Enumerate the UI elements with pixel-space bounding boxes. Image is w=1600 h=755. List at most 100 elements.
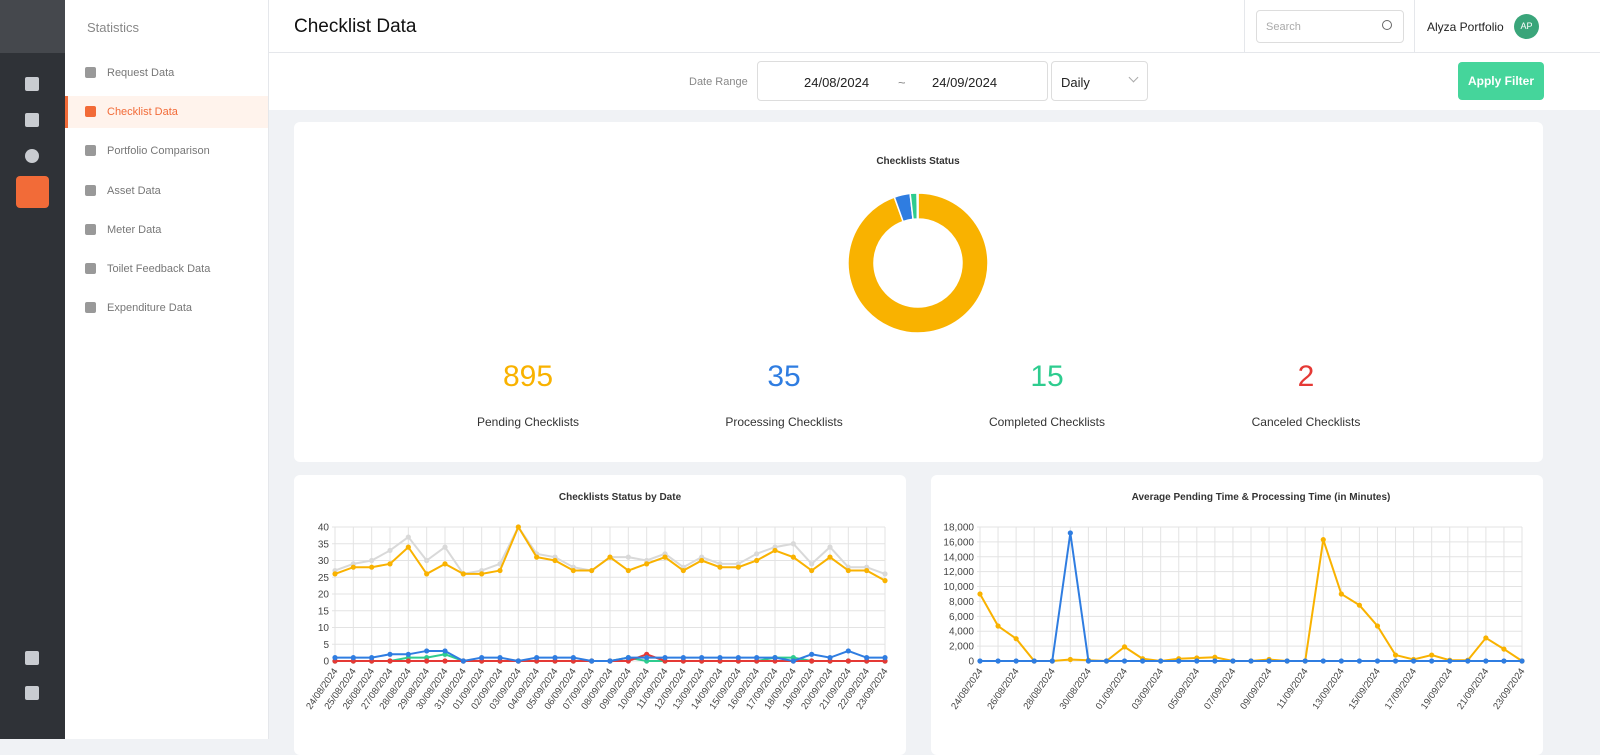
data-point: [1176, 658, 1182, 664]
data-point: [1374, 658, 1381, 664]
nav-item[interactable]: Toilet Feedback Data: [65, 253, 268, 285]
data-point: [1031, 658, 1037, 664]
y-tick-label: 16,000: [943, 537, 974, 548]
data-point: [552, 557, 558, 564]
y-tick-label: 35: [318, 539, 330, 550]
separator: ~: [898, 75, 906, 90]
y-tick-label: 4,000: [949, 627, 974, 638]
data-point: [1411, 658, 1417, 664]
data-point: [772, 547, 778, 554]
chart-title: Average Pending Time & Processing Time (…: [1132, 492, 1391, 503]
data-point: [1121, 644, 1128, 650]
nav-item[interactable]: Request Data: [65, 57, 268, 89]
data-point: [790, 554, 796, 560]
nav-item[interactable]: Meter Data: [65, 214, 268, 246]
data-point: [442, 648, 448, 654]
request-icon[interactable]: [25, 113, 39, 127]
logout-icon[interactable]: [25, 686, 39, 700]
end-date: 24/09/2024: [932, 75, 998, 90]
data-point: [405, 651, 411, 657]
data-point: [809, 567, 815, 574]
data-point: [1121, 658, 1128, 664]
x-tick-label: 28/08/2024: [1021, 666, 1057, 711]
user-icon[interactable]: [25, 149, 39, 163]
data-point: [1013, 658, 1019, 664]
data-point: [995, 623, 1001, 629]
data-point: [864, 567, 870, 574]
data-point: [424, 557, 430, 564]
stat-value: 2: [1298, 360, 1315, 393]
nav-item[interactable]: Portfolio Comparison: [65, 135, 268, 167]
data-point: [662, 655, 668, 661]
nav-label: Toilet Feedback Data: [107, 263, 211, 275]
sub-nav: Statistics Request Data Checklist Data Por…: [65, 0, 269, 739]
date-range[interactable]: 24/08/2024 ~ 24/09/2024: [757, 61, 1048, 101]
x-tick-label: 30/08/2024: [1058, 666, 1094, 711]
data-point: [1085, 658, 1091, 664]
stat-value: 895: [503, 360, 553, 393]
x-tick-label: 17/09/2024: [1383, 666, 1419, 711]
chart-title: Checklists Status: [876, 156, 960, 167]
data-point: [424, 658, 430, 664]
user-name[interactable]: Alyza Portfolio: [1427, 20, 1504, 34]
x-tick-label: 15/09/2024: [1347, 666, 1383, 711]
nav-item[interactable]: Checklist Data: [65, 96, 268, 129]
data-point: [680, 655, 686, 661]
data-point: [387, 547, 393, 554]
data-point: [1338, 591, 1344, 597]
data-point: [1429, 658, 1435, 664]
data-point: [995, 658, 1001, 664]
nav-item[interactable]: Expenditure Data: [65, 292, 268, 324]
y-tick-label: 10,000: [943, 582, 974, 593]
avatar[interactable]: AP: [1514, 14, 1539, 39]
data-point: [1447, 658, 1453, 664]
donut-slice: [916, 192, 919, 220]
stat-label: Canceled Checklists: [1252, 415, 1361, 429]
data-point: [1320, 537, 1326, 543]
stat-value: 35: [767, 360, 800, 393]
period-select[interactable]: Daily: [1051, 61, 1148, 101]
data-point: [790, 541, 796, 547]
data-point: [1212, 654, 1218, 660]
data-point: [1483, 658, 1489, 664]
data-point: [387, 658, 393, 664]
data-point: [845, 567, 851, 574]
y-tick-label: 30: [318, 556, 330, 567]
donut-slice: [847, 192, 989, 334]
package-icon[interactable]: [25, 651, 39, 665]
data-point: [350, 564, 356, 570]
chart-title: Checklists Status by Date: [559, 492, 682, 503]
data-point: [1501, 658, 1507, 664]
y-tick-label: 40: [318, 523, 330, 534]
data-point: [1465, 658, 1471, 664]
x-tick-label: 13/09/2024: [1311, 666, 1347, 711]
menu-toggle[interactable]: [0, 0, 65, 53]
nav-icon: [85, 302, 96, 314]
filter-label: Date Range: [689, 76, 748, 88]
apply-button[interactable]: Apply Filter: [1458, 62, 1544, 100]
nav-icon: [85, 263, 96, 274]
statistics-icon[interactable]: [16, 176, 49, 208]
data-point: [460, 571, 466, 577]
data-point: [332, 571, 338, 577]
data-point: [625, 554, 631, 560]
data-point: [1356, 602, 1362, 608]
x-tick-label: 24/08/2024: [949, 666, 985, 711]
data-point: [534, 554, 540, 560]
data-point: [332, 655, 338, 661]
divider: [1244, 0, 1245, 53]
data-point: [1483, 635, 1489, 641]
data-point: [1392, 658, 1399, 664]
search-icon: [1382, 20, 1392, 30]
data-point: [442, 561, 448, 567]
y-tick-label: 25: [318, 573, 330, 584]
data-point: [699, 655, 705, 661]
search-placeholder: Search: [1266, 21, 1301, 33]
data-point: [1266, 658, 1272, 664]
data-point: [1302, 658, 1308, 664]
data-point: [1284, 658, 1290, 664]
nav-item[interactable]: Asset Data: [65, 175, 268, 207]
data-point: [424, 571, 430, 577]
search-box[interactable]: Search: [1256, 10, 1404, 43]
dashboard-icon[interactable]: [25, 77, 39, 91]
